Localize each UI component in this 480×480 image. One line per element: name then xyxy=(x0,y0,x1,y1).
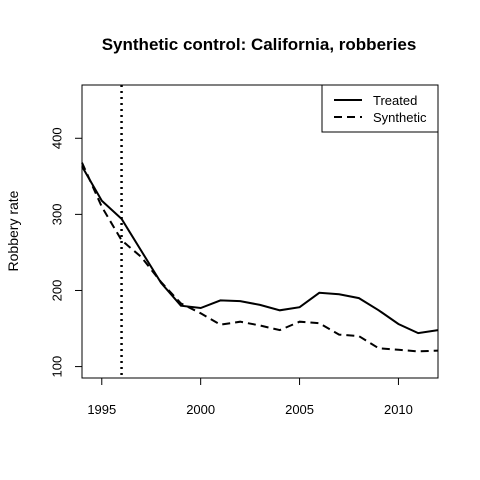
x-tick-label: 2000 xyxy=(186,402,215,417)
y-tick-label: 100 xyxy=(50,356,65,378)
plot-frame xyxy=(81,84,439,379)
y-axis: 100 200 300 400 xyxy=(50,127,82,378)
x-tick-label: 1995 xyxy=(87,402,116,417)
x-tick-label: 2005 xyxy=(285,402,314,417)
y-tick-label: 300 xyxy=(50,204,65,226)
series-line-treated xyxy=(81,165,439,335)
x-tick-label: 2010 xyxy=(384,402,413,417)
y-axis-label: Robbery rate xyxy=(5,190,21,271)
x-axis: 1995 2000 2005 2010 xyxy=(87,378,413,417)
series-line-synthetic xyxy=(81,162,439,353)
legend-box xyxy=(321,84,439,133)
y-tick-label: 400 xyxy=(50,127,65,149)
series-lines xyxy=(81,162,439,353)
chart-title: Synthetic control: California, robberies xyxy=(102,35,417,54)
legend: Treated Synthetic xyxy=(321,84,439,133)
legend-label: Treated xyxy=(373,93,417,108)
y-tick-label: 200 xyxy=(50,280,65,302)
legend-label: Synthetic xyxy=(373,110,427,125)
